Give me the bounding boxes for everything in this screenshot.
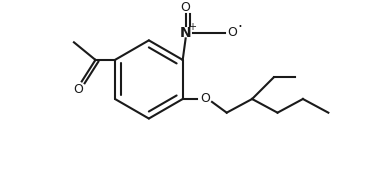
Text: O: O <box>73 83 83 96</box>
Text: O: O <box>228 26 237 39</box>
Text: N: N <box>180 26 191 40</box>
Text: +: + <box>188 22 197 32</box>
Text: ·: · <box>237 20 242 35</box>
Text: O: O <box>200 92 210 105</box>
Text: O: O <box>181 1 191 14</box>
